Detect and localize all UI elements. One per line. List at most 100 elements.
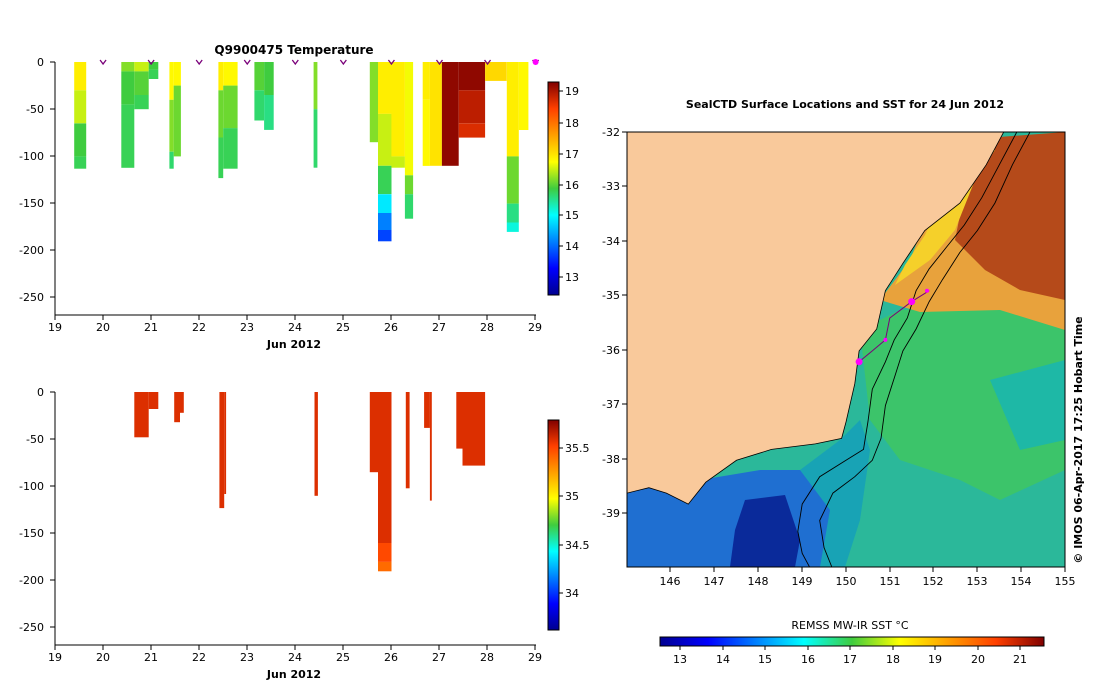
temperature-y-tick: -200 <box>19 244 44 257</box>
map-lat-tick: -37 <box>602 398 620 411</box>
profile-cell <box>134 392 149 438</box>
salinity-chart: 0 -50 -100 -150 -200 -250 19 20 21 22 23… <box>19 386 589 681</box>
profile-cell <box>134 62 149 72</box>
profile-cell <box>218 90 224 138</box>
profile-cell <box>254 62 264 91</box>
bathymetry-contours <box>797 132 1031 567</box>
temperature-chart-title: Q9900475 Temperature <box>214 43 373 57</box>
day-marker-icon <box>435 59 443 66</box>
profile-cell <box>506 203 519 223</box>
salinity-colorbar-tick: 35.5 <box>565 442 590 455</box>
profile-cell <box>462 392 486 466</box>
salinity-y-tick: 0 <box>37 386 44 399</box>
map-colorbar-tick: 14 <box>716 653 730 666</box>
profile-cell <box>148 62 159 70</box>
map-lon-tick: 150 <box>836 575 857 588</box>
salinity-x-tick: 23 <box>240 651 254 664</box>
day-marker-icon <box>484 59 492 66</box>
temperature-y-tick: -150 <box>19 197 44 210</box>
day-marker-icon <box>291 59 299 66</box>
map-lat-tick: -36 <box>602 344 620 357</box>
profile-cell <box>404 194 414 219</box>
temperature-x-tick: 23 <box>240 321 254 334</box>
salinity-x-tick: 25 <box>336 651 350 664</box>
temperature-colorbar-tick: 14 <box>565 240 579 253</box>
profile-cell <box>378 165 392 195</box>
temperature-colorbar-tick: 13 <box>565 271 579 284</box>
temperature-x-tick: 22 <box>192 321 206 334</box>
temperature-y-tick: -250 <box>19 291 44 304</box>
map-lon-tick: 149 <box>792 575 813 588</box>
profile-cell <box>313 62 318 110</box>
temperature-day-markers <box>99 59 540 66</box>
profile-cell <box>74 156 87 169</box>
profile-cell <box>264 95 274 130</box>
seal-location-marker <box>855 358 863 366</box>
temperature-y-tick: -50 <box>26 103 44 116</box>
profile-cell <box>369 392 378 473</box>
profile-cell <box>173 62 181 86</box>
salinity-colorbar-tick: 34 <box>565 587 579 600</box>
profile-cell <box>458 62 486 91</box>
temperature-x-tick: 19 <box>48 321 62 334</box>
profile-cell <box>405 392 410 489</box>
map-lon-tick: 155 <box>1055 575 1076 588</box>
seal-location-marker <box>883 337 888 342</box>
profile-cell <box>485 62 507 81</box>
profile-cell <box>424 392 430 428</box>
profile-cell <box>441 62 459 166</box>
salinity-colorbar <box>547 419 560 631</box>
map-lon-tick: 147 <box>704 575 725 588</box>
profile-cell <box>429 392 432 501</box>
profile-cell <box>169 99 174 152</box>
latest-marker <box>532 59 539 65</box>
salinity-colorbar-tick: 35 <box>565 490 579 503</box>
salinity-colorbar-ticks: 34 34.5 35 35.5 <box>559 442 590 600</box>
profile-cell <box>254 90 264 121</box>
temperature-x-label: Jun 2012 <box>266 338 321 351</box>
sst-coldest-region <box>730 495 800 567</box>
map-lon-ticks: 146 147 148 149 150 151 152 153 154 155 <box>660 567 1076 588</box>
map-colorbar-tick: 16 <box>801 653 815 666</box>
temperature-colorbar-tick: 15 <box>565 209 579 222</box>
temperature-colorbar-tick: 18 <box>565 117 579 130</box>
salinity-colorbar-tick: 34.5 <box>565 539 590 552</box>
profile-cell <box>224 392 227 494</box>
profile-cell <box>391 62 405 157</box>
map-title: SealCTD Surface Locations and SST for 24… <box>686 98 1004 111</box>
day-marker-icon <box>387 59 395 66</box>
australia-land <box>627 132 1004 505</box>
temperature-colorbar-tick: 16 <box>565 179 579 192</box>
sst-green-region <box>860 305 1065 500</box>
profile-cell <box>404 62 414 176</box>
map-lon-tick: 146 <box>660 575 681 588</box>
map-lon-tick: 152 <box>923 575 944 588</box>
day-marker-icon <box>99 59 107 66</box>
seal-location-marker <box>908 298 916 306</box>
salinity-x-tick: 29 <box>528 651 542 664</box>
map-lon-tick: 153 <box>967 575 988 588</box>
map-colorbar-label: REMSS MW-IR SST °C <box>791 619 909 632</box>
bathymetry-contour <box>819 132 1031 567</box>
salinity-x-label: Jun 2012 <box>266 668 321 681</box>
map-area <box>627 132 1065 567</box>
seal-location-marker <box>925 288 929 293</box>
profile-cell <box>219 392 225 509</box>
salinity-y-tick: -50 <box>26 433 44 446</box>
sst-teal-patch <box>990 360 1065 450</box>
profile-cell <box>518 62 529 130</box>
temperature-x-tick: 24 <box>288 321 302 334</box>
profile-cell <box>429 62 442 166</box>
profile-cell <box>180 392 184 413</box>
profile-cell <box>174 392 180 423</box>
profile-cell <box>404 175 414 195</box>
profile-cell <box>223 85 238 129</box>
map-lat-tick: -39 <box>602 507 620 520</box>
profile-cell <box>378 62 392 114</box>
salinity-x-ticks: 19 20 21 22 23 24 25 26 27 28 29 <box>48 645 542 664</box>
salinity-y-tick: -200 <box>19 574 44 587</box>
profile-cell <box>458 90 486 124</box>
temperature-x-tick: 26 <box>384 321 398 334</box>
profile-cell <box>458 123 486 138</box>
sst-map: SealCTD Surface Locations and SST for 24… <box>602 98 1085 666</box>
